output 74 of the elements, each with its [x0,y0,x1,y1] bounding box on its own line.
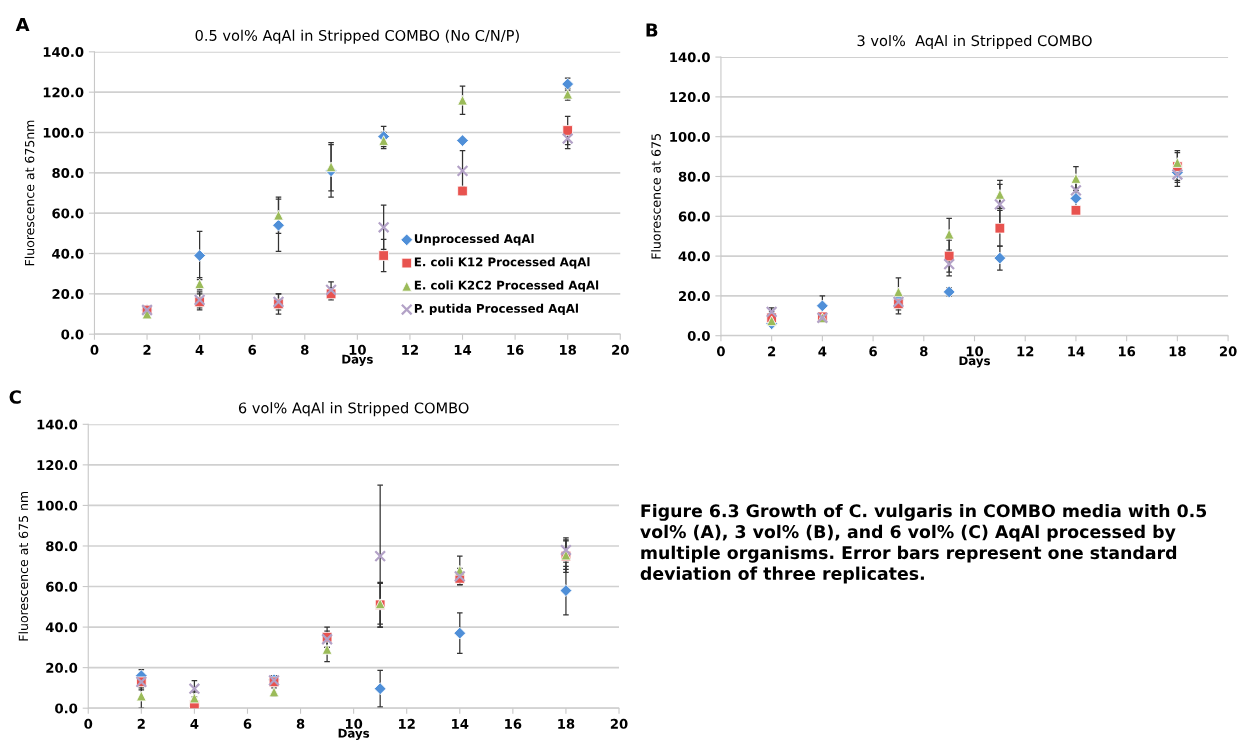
x-tick-label: 18 [558,718,575,729]
y-tick-label: 80.0 [678,171,710,182]
legend-label: Unprocessed AqAl [414,233,534,246]
text: A [15,17,30,32]
y-tick-label: 140.0 [43,47,84,58]
text: C [9,390,21,404]
y-tick-label: 140.0 [670,52,710,63]
y-tick-label: 40.0 [45,622,78,633]
x-tick-label: 14 [1068,346,1085,357]
x-tick-label: 10 [349,344,366,355]
chart-title: 0.5 vol% AqAl in Stripped COMBO (No C/N/P) [195,29,519,44]
y-tick-label: 0.0 [61,329,84,340]
x-tick-label: 0 [716,346,725,357]
y-tick-label: 100.0 [43,127,84,138]
legend-label: E. coli K12 Processed AqAl [414,257,590,269]
x-tick-label: 6 [869,346,877,357]
x-tick-label: 10 [345,718,363,729]
chart-title: 6 vol% AqAl in Stripped COMBO [238,402,469,417]
x-tick-label: 14 [454,345,472,355]
text: B [646,23,658,37]
y-tick-label: 120.0 [670,92,710,103]
y-tick-label: 60.0 [678,211,710,222]
y-tick-label: 0.0 [687,330,710,341]
x-tick-label: 6 [248,344,257,355]
x-tick-label: 16 [505,718,522,729]
x-tick-label: 20 [1219,346,1237,357]
y-tick-label: 100.0 [37,500,78,511]
x-tick-label: 6 [243,718,252,729]
x-tick-label: 12 [402,344,418,355]
x-tick-label: 18 [559,344,577,355]
x-tick-label: 8 [920,346,928,357]
chart-title: 3 vol% AqAl in Stripped COMBO [857,34,1092,49]
x-tick-label: 4 [818,346,827,357]
y-tick-label: 20.0 [46,662,78,673]
x-tick-label: 12 [1017,346,1034,357]
y-tick-label: 40.0 [52,248,84,259]
x-tick-label: 0 [84,718,93,729]
y-axis-title: Fluorescence at 675 nm [18,491,29,641]
x-axis-title: Days [338,728,370,741]
y-axis-title: Fluorescence at 675nm [24,120,35,266]
x-tick-label: 20 [612,344,629,355]
x-tick-label: 8 [301,344,309,355]
y-tick-label: 60.0 [52,208,84,219]
x-tick-label: 2 [137,718,145,729]
y-tick-label: 40.0 [678,251,710,262]
y-tick-label: 80.0 [52,168,84,179]
x-tick-label: 12 [399,718,415,729]
y-tick-label: 120.0 [37,460,78,471]
x-tick-label: 0 [90,344,99,355]
x-tick-label: 4 [195,345,204,355]
caption: Figure 6.3 Growth of C. vulgaris in COMBO media with 0.5 vol% (A), 3 vol% (B), and 6 vol% (C) AqAl processed by multiple organisms. Error bars represent one standard deviation of three replicates. [640,503,1207,584]
x-tick-label: 16 [507,344,524,355]
x-tick-label: 2 [768,346,776,357]
y-axis-title: Fluorescence at 675 [651,134,661,259]
y-tick-label: 140.0 [37,419,78,430]
y-tick-label: 20.0 [52,289,84,300]
y-tick-label: 120.0 [43,87,84,98]
x-tick-label: 18 [1169,346,1186,357]
x-tick-label: 16 [1118,346,1136,357]
legend-label: P. putida Processed AqAl [414,303,578,316]
y-tick-label: 80.0 [46,541,78,552]
x-tick-label: 2 [143,344,151,355]
x-tick-label: 10 [966,346,984,357]
x-tick-label: 14 [452,719,469,729]
y-tick-label: 60.0 [46,581,78,592]
x-axis-title: Days [959,356,991,368]
x-tick-label: 20 [610,718,628,729]
x-tick-label: 4 [190,719,199,729]
x-axis-title: Days [342,354,373,367]
x-tick-label: 8 [296,718,305,729]
legend-label: E. coli K2C2 Processed AqAl [414,280,599,292]
y-tick-label: 20.0 [679,291,710,302]
y-tick-label: 0.0 [55,703,78,714]
y-tick-label: 100.0 [670,131,710,142]
